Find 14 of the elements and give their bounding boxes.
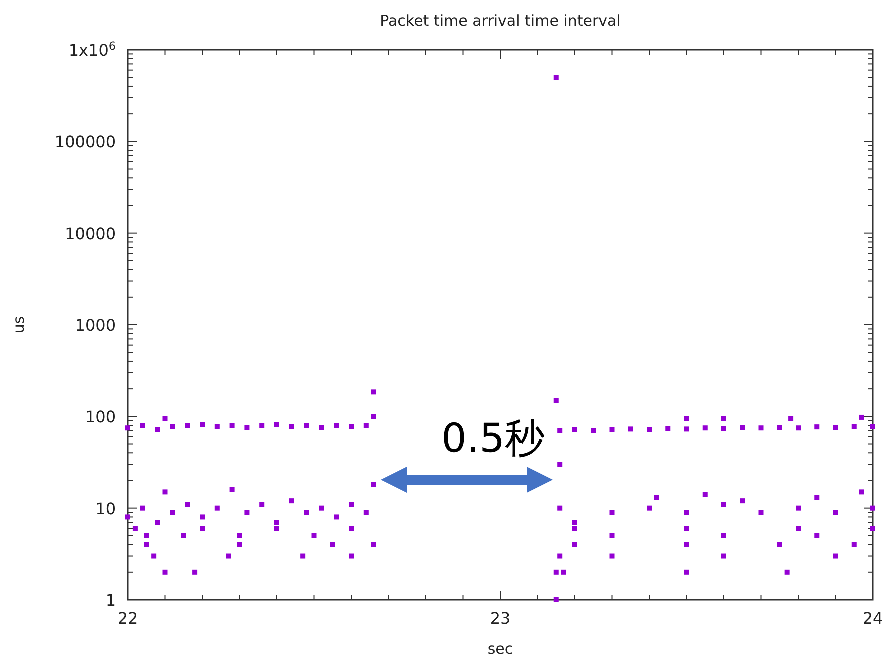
y-tick-label: 10 bbox=[96, 499, 116, 518]
y-tick-label: 1 bbox=[106, 591, 116, 610]
annotation: 0.5秒 bbox=[441, 416, 546, 462]
x-tick-label: 24 bbox=[862, 609, 884, 628]
x-tick-label: 23 bbox=[490, 609, 511, 628]
y-tick-label: 100 bbox=[85, 408, 116, 427]
y-axis-title: us bbox=[10, 316, 28, 334]
y-tick-label: 1x10$^{6}$ bbox=[68, 40, 116, 60]
y-tick-label: 10000 bbox=[65, 224, 116, 244]
y-tick-label: 1000 bbox=[75, 316, 116, 335]
y-tick-label: 100000 bbox=[54, 132, 116, 152]
x-axis-title: sec bbox=[488, 640, 514, 658]
x-tick-label: 22 bbox=[118, 609, 138, 628]
chart-title: Packet time arrival time interval bbox=[380, 12, 621, 30]
